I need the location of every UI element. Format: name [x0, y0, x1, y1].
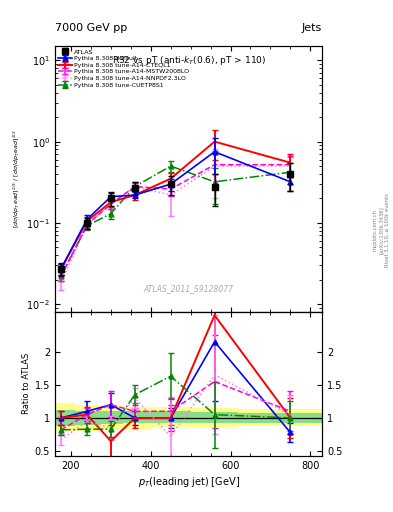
- Text: Jets: Jets: [302, 23, 322, 33]
- X-axis label: $p_T$(leading jet) [GeV]: $p_T$(leading jet) [GeV]: [138, 475, 240, 489]
- Text: ATLAS_2011_S9128077: ATLAS_2011_S9128077: [143, 284, 234, 293]
- Text: Rivet 3.1.10, ≥ 100k events: Rivet 3.1.10, ≥ 100k events: [385, 194, 389, 267]
- Y-axis label: $[d\sigma/dp_T\,ead]^{2/3}$ / $[d\sigma/dp_T\,ead]^{2/2}$: $[d\sigma/dp_T\,ead]^{2/3}$ / $[d\sigma/…: [12, 130, 22, 228]
- Y-axis label: Ratio to ATLAS: Ratio to ATLAS: [22, 353, 31, 414]
- Legend: ATLAS, Pythia 8.308 default, Pythia 8.308 tune-A14-CTEQL1, Pythia 8.308 tune-A14: ATLAS, Pythia 8.308 default, Pythia 8.30…: [57, 48, 191, 89]
- Text: 7000 GeV pp: 7000 GeV pp: [55, 23, 127, 33]
- Text: mcplots.cern.ch: mcplots.cern.ch: [373, 209, 378, 251]
- Text: R32 vs pT (anti-$k_T$(0.6), pT > 110): R32 vs pT (anti-$k_T$(0.6), pT > 110): [112, 54, 266, 67]
- Text: [arXiv:1306.3436]: [arXiv:1306.3436]: [379, 206, 384, 254]
